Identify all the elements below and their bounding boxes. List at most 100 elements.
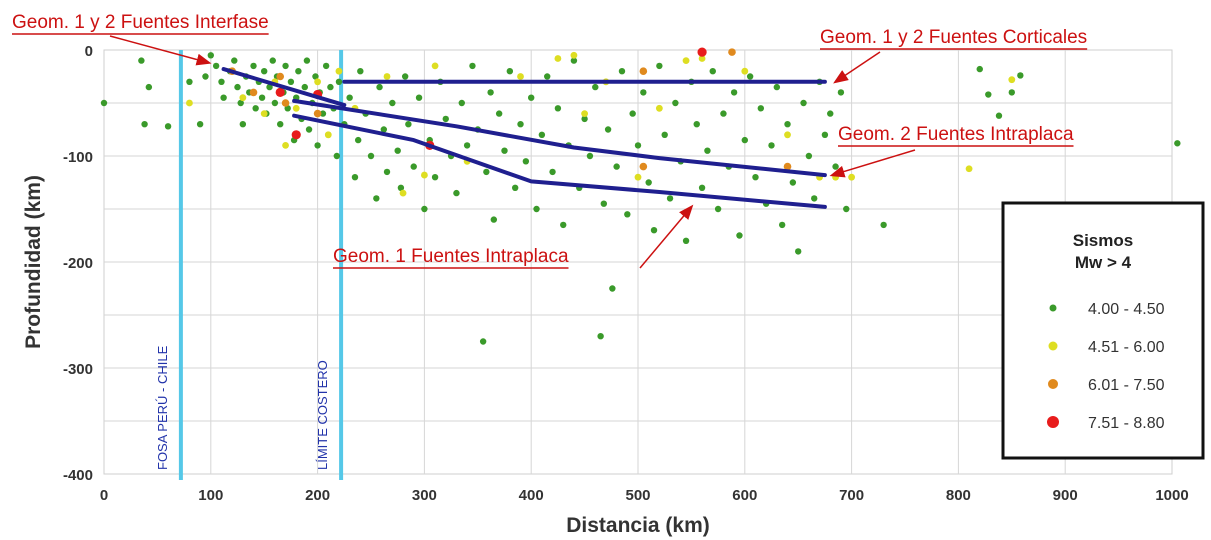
data-point <box>410 163 417 170</box>
x-tick-label: 200 <box>305 487 330 504</box>
data-point <box>880 221 887 229</box>
data-point <box>544 73 551 80</box>
data-point <box>405 121 412 128</box>
data-point <box>231 57 238 64</box>
data-point <box>805 152 813 160</box>
x-tick-label: 0 <box>100 487 108 504</box>
data-point <box>397 184 405 191</box>
data-point <box>453 189 460 197</box>
y-axis-title: Profundidad (km) <box>22 175 45 349</box>
data-point <box>720 110 727 117</box>
data-point <box>795 248 802 255</box>
data-point <box>295 68 302 75</box>
data-point <box>196 121 204 128</box>
data-point <box>239 94 247 102</box>
data-point <box>1017 72 1024 79</box>
data-point <box>634 142 642 149</box>
data-point <box>335 78 343 86</box>
data-point <box>827 110 834 117</box>
data-point <box>698 55 706 62</box>
data-point <box>645 179 652 186</box>
data-point <box>976 65 983 73</box>
data-point <box>250 62 257 70</box>
data-point <box>832 163 839 170</box>
legend-title-line2: Mw > 4 <box>1075 253 1132 272</box>
data-point <box>768 142 775 149</box>
data-point <box>704 147 711 154</box>
data-point <box>237 99 244 107</box>
data-point <box>533 205 540 213</box>
data-point <box>287 78 295 86</box>
annotation-label: Geom. 2 Fuentes Intraplaca <box>838 124 1074 145</box>
annotation-label: Geom. 1 y 2 Fuentes Interfase <box>12 12 269 33</box>
data-point <box>490 216 498 223</box>
annotation-label: Geom. 1 y 2 Fuentes Corticales <box>820 27 1087 48</box>
data-point <box>314 78 321 86</box>
data-point <box>249 88 258 97</box>
data-point <box>624 211 631 218</box>
x-tick-label: 600 <box>732 487 757 504</box>
data-point <box>1008 89 1015 96</box>
legend-box <box>1001 201 1205 460</box>
data-point <box>995 112 1003 119</box>
geometry-line <box>292 98 827 178</box>
y-tick-label: 0 <box>85 43 93 60</box>
data-point <box>383 168 391 176</box>
data-point <box>469 62 476 70</box>
data-point <box>314 142 321 149</box>
data-point <box>618 68 626 75</box>
reference-line-label: FOSA PERÚ - CHILE <box>155 345 170 470</box>
y-tick-label: -200 <box>63 255 93 272</box>
data-point <box>138 57 145 64</box>
data-point <box>757 105 765 112</box>
data-point <box>282 62 289 70</box>
data-point <box>517 73 524 80</box>
data-point <box>592 83 599 91</box>
annotation-arrow <box>109 35 212 66</box>
data-point <box>483 168 490 176</box>
data-point <box>234 83 241 91</box>
data-point <box>319 110 327 117</box>
data-point <box>506 68 514 75</box>
data-point <box>277 121 284 128</box>
data-point <box>383 73 391 80</box>
geometry-line <box>221 67 347 108</box>
data-point <box>570 57 578 64</box>
legend-marker <box>1047 416 1059 428</box>
data-point <box>346 94 353 101</box>
data-point <box>560 221 567 229</box>
data-point <box>291 130 301 140</box>
data-point <box>511 184 519 191</box>
data-point <box>613 163 620 170</box>
x-tick-label: 500 <box>625 487 650 504</box>
data-point <box>212 62 220 70</box>
data-point <box>672 99 679 107</box>
x-tick-label: 800 <box>946 487 971 504</box>
data-point <box>380 126 388 133</box>
data-point <box>258 94 266 101</box>
data-point <box>495 110 503 117</box>
data-point <box>463 142 471 149</box>
x-tick-label: 300 <box>412 487 437 504</box>
annotation-arrow <box>833 51 881 84</box>
x-tick-label: 700 <box>839 487 864 504</box>
data-point <box>698 184 706 191</box>
data-point <box>600 200 608 207</box>
data-point <box>207 52 214 59</box>
x-tick-label: 900 <box>1053 487 1078 504</box>
data-point <box>634 173 642 181</box>
data-point <box>730 89 738 96</box>
data-point <box>789 179 797 186</box>
data-point <box>650 227 658 234</box>
data-point <box>800 99 807 107</box>
data-point <box>586 152 594 160</box>
data-point <box>401 73 409 80</box>
data-point <box>271 99 279 107</box>
data-point <box>421 205 428 213</box>
data-point <box>773 83 781 91</box>
data-point <box>218 78 225 86</box>
data-point <box>549 168 556 176</box>
data-point <box>141 121 148 128</box>
data-point <box>239 121 247 128</box>
data-point <box>693 121 700 128</box>
